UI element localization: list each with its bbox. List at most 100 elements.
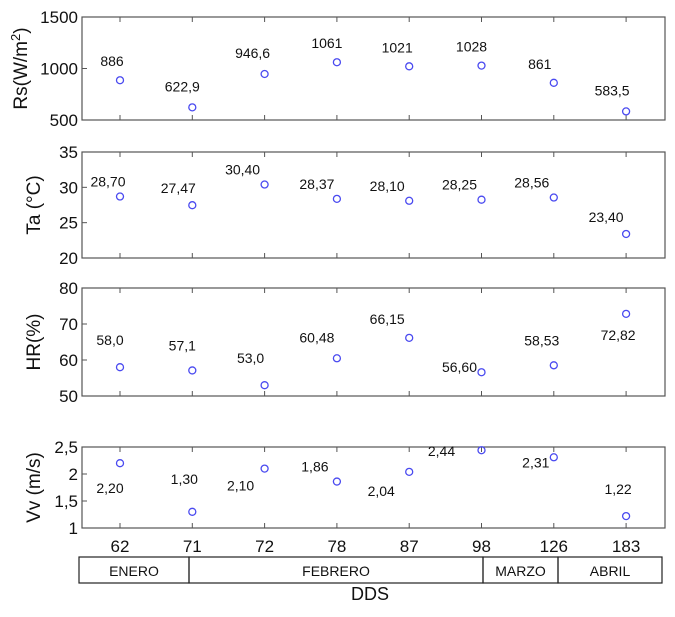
data-point [405,196,414,205]
y-axis-label: Ta (°C) [24,175,45,234]
data-label: 53,0 [237,350,264,366]
data-label: 1,86 [301,459,328,475]
x-tick-label: 78 [327,537,346,556]
data-label: 28,56 [514,175,549,191]
plot-frame-3 [81,446,666,529]
data-label: 1,30 [171,471,198,487]
data-label: 27,47 [161,180,196,196]
data-label: 1028 [456,39,487,55]
x-axis-label: DDS [351,584,389,604]
data-label: 28,25 [442,177,477,193]
y-tick-label: 80 [59,279,78,298]
month-label: ABRIL [590,563,631,579]
data-label: 28,70 [90,174,125,190]
data-point [405,333,414,343]
data-point [260,69,269,79]
y-tick-label: 60 [59,351,78,370]
y-tick-label: 35 [59,143,78,162]
month-label: ENERO [109,563,159,579]
x-tick-label: 126 [540,537,568,556]
x-tick-label: 72 [255,537,274,556]
y-tick-label: 2,5 [54,438,78,457]
data-label: 28,37 [299,176,334,192]
y-tick-label: 1,5 [54,492,78,511]
data-point [260,180,269,189]
data-label: 2,31 [522,454,549,470]
data-point [115,363,125,372]
data-point [188,366,197,375]
data-label: 23,40 [589,209,624,225]
x-tick-label: 183 [612,537,640,556]
x-tick-label: 62 [111,537,130,556]
data-point [549,453,558,462]
data-point [405,467,414,476]
data-label: 2,04 [368,483,395,499]
y-axis-label: HR(%) [24,314,45,371]
y-axis-label: Rs(W/m2) [8,27,32,109]
data-point [332,354,342,363]
data-label: 622,9 [165,78,200,94]
data-point [188,201,197,210]
data-point [477,195,486,204]
data-label: 56,60 [442,359,477,375]
data-point [115,76,125,85]
data-label: 58,53 [524,332,559,348]
data-label: 1021 [382,39,413,55]
data-point [549,78,558,87]
data-point [549,193,558,202]
data-point [332,477,342,486]
data-point [477,368,486,377]
y-tick-label: 500 [50,111,78,130]
plot-frame-0 [81,16,666,121]
y-axis-label: Vv (m/s) [24,452,45,523]
month-label: FEBRERO [302,563,370,579]
y-tick-label: 1 [69,519,78,538]
y-tick-label: 50 [59,387,78,406]
data-label: 1061 [311,35,342,51]
data-point [405,62,414,71]
x-tick-label: 98 [472,537,491,556]
data-label: 28,10 [370,178,405,194]
data-label: 2,20 [96,480,123,496]
data-label: 583,5 [595,82,630,98]
y-tick-label: 20 [59,249,78,268]
data-point [621,511,631,521]
y-tick-label: 30 [59,178,78,197]
plot-frame-1 [81,151,666,259]
data-point [621,309,631,318]
x-tick-label: 71 [183,537,202,556]
data-label: 58,0 [96,332,123,348]
month-label: MARZO [495,563,546,579]
data-label: 72,82 [601,327,636,343]
y-tick-label: 25 [59,214,78,233]
data-point [115,192,125,201]
month-box [557,556,663,584]
y-tick-label: 1500 [40,8,78,27]
data-point [332,58,342,67]
data-label: 1,22 [604,481,631,497]
data-label: 946,6 [235,45,270,61]
data-label: 861 [528,56,552,72]
data-label: 30,40 [225,162,260,178]
y-tick-label: 70 [59,315,78,334]
data-point [477,61,486,70]
data-point [549,361,558,370]
data-label: 66,15 [370,311,405,327]
data-point [188,507,197,516]
plot-frame-2 [81,287,666,397]
data-label: 2,44 [428,443,455,459]
y-tick-label: 1000 [40,60,78,79]
data-point [621,107,631,116]
data-point [188,103,197,112]
data-point [477,446,486,455]
data-label: 2,10 [227,478,254,494]
data-point [621,229,631,239]
data-point [260,464,269,473]
data-point [115,459,125,468]
data-label: 57,1 [169,337,196,353]
y-tick-label: 2 [69,465,78,484]
data-point [260,381,269,390]
data-label: 60,48 [299,329,334,345]
